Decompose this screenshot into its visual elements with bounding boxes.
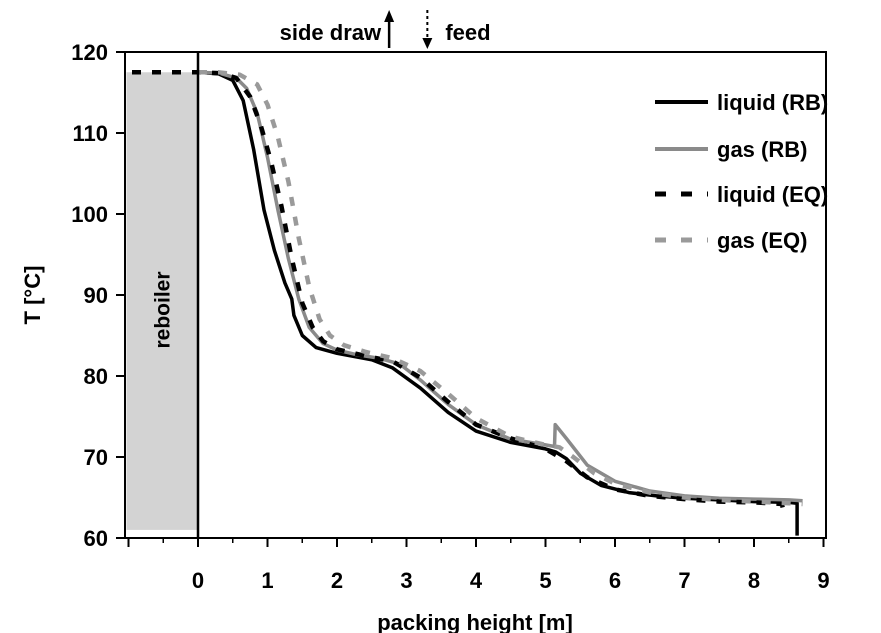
legend-label-1: gas (RB) [717, 137, 807, 162]
y-tick-label: 60 [84, 526, 108, 551]
feed-label: feed [445, 20, 490, 45]
y-tick-label: 100 [71, 202, 108, 227]
x-tick-label: 7 [678, 568, 690, 593]
top-annotations: side draw feed [280, 10, 491, 49]
x-tick-label: 2 [331, 568, 343, 593]
x-tick-label: 8 [748, 568, 760, 593]
series-layer [132, 70, 803, 536]
series-line-3 [198, 70, 803, 507]
x-tick-label: 0 [192, 568, 204, 593]
y-tick-label: 80 [84, 364, 108, 389]
x-axis-label: packing height [m] [377, 610, 573, 633]
series-line-2 [132, 70, 788, 519]
x-tick-label: 9 [817, 568, 829, 593]
feed-arrow-head [422, 38, 433, 49]
y-tick-label: 120 [71, 40, 108, 65]
side-draw-arrow-head [384, 10, 395, 22]
reboiler-label: reboiler [151, 271, 174, 348]
x-tick-label: 4 [470, 568, 483, 593]
y-tick-label: 70 [84, 445, 108, 470]
legend-label-0: liquid (RB) [717, 90, 828, 115]
side-draw-label: side draw [280, 20, 382, 45]
series-line-1 [197, 70, 803, 503]
x-tick-label: 5 [539, 568, 551, 593]
legend-label-2: liquid (EQ) [717, 182, 828, 207]
reboiler-region [126, 72, 198, 530]
x-tick-label: 3 [400, 568, 412, 593]
legend: liquid (RB) gas (RB) liquid (EQ) gas (EQ) [655, 90, 828, 253]
plot-frame [124, 51, 827, 539]
y-tick-label: 110 [73, 121, 109, 146]
y-axis-label: T [°C] [20, 266, 45, 325]
x-tick-label: 1 [261, 568, 273, 593]
x-ticks: 0 1 2 3 4 5 6 7 8 9 [127, 538, 830, 593]
y-tick-label: 90 [84, 283, 108, 308]
legend-label-3: gas (EQ) [717, 228, 807, 253]
y-ticks: 60 70 80 90 100 110 120 [71, 40, 125, 551]
x-tick-label: 6 [609, 568, 621, 593]
series-line-0 [197, 70, 799, 536]
